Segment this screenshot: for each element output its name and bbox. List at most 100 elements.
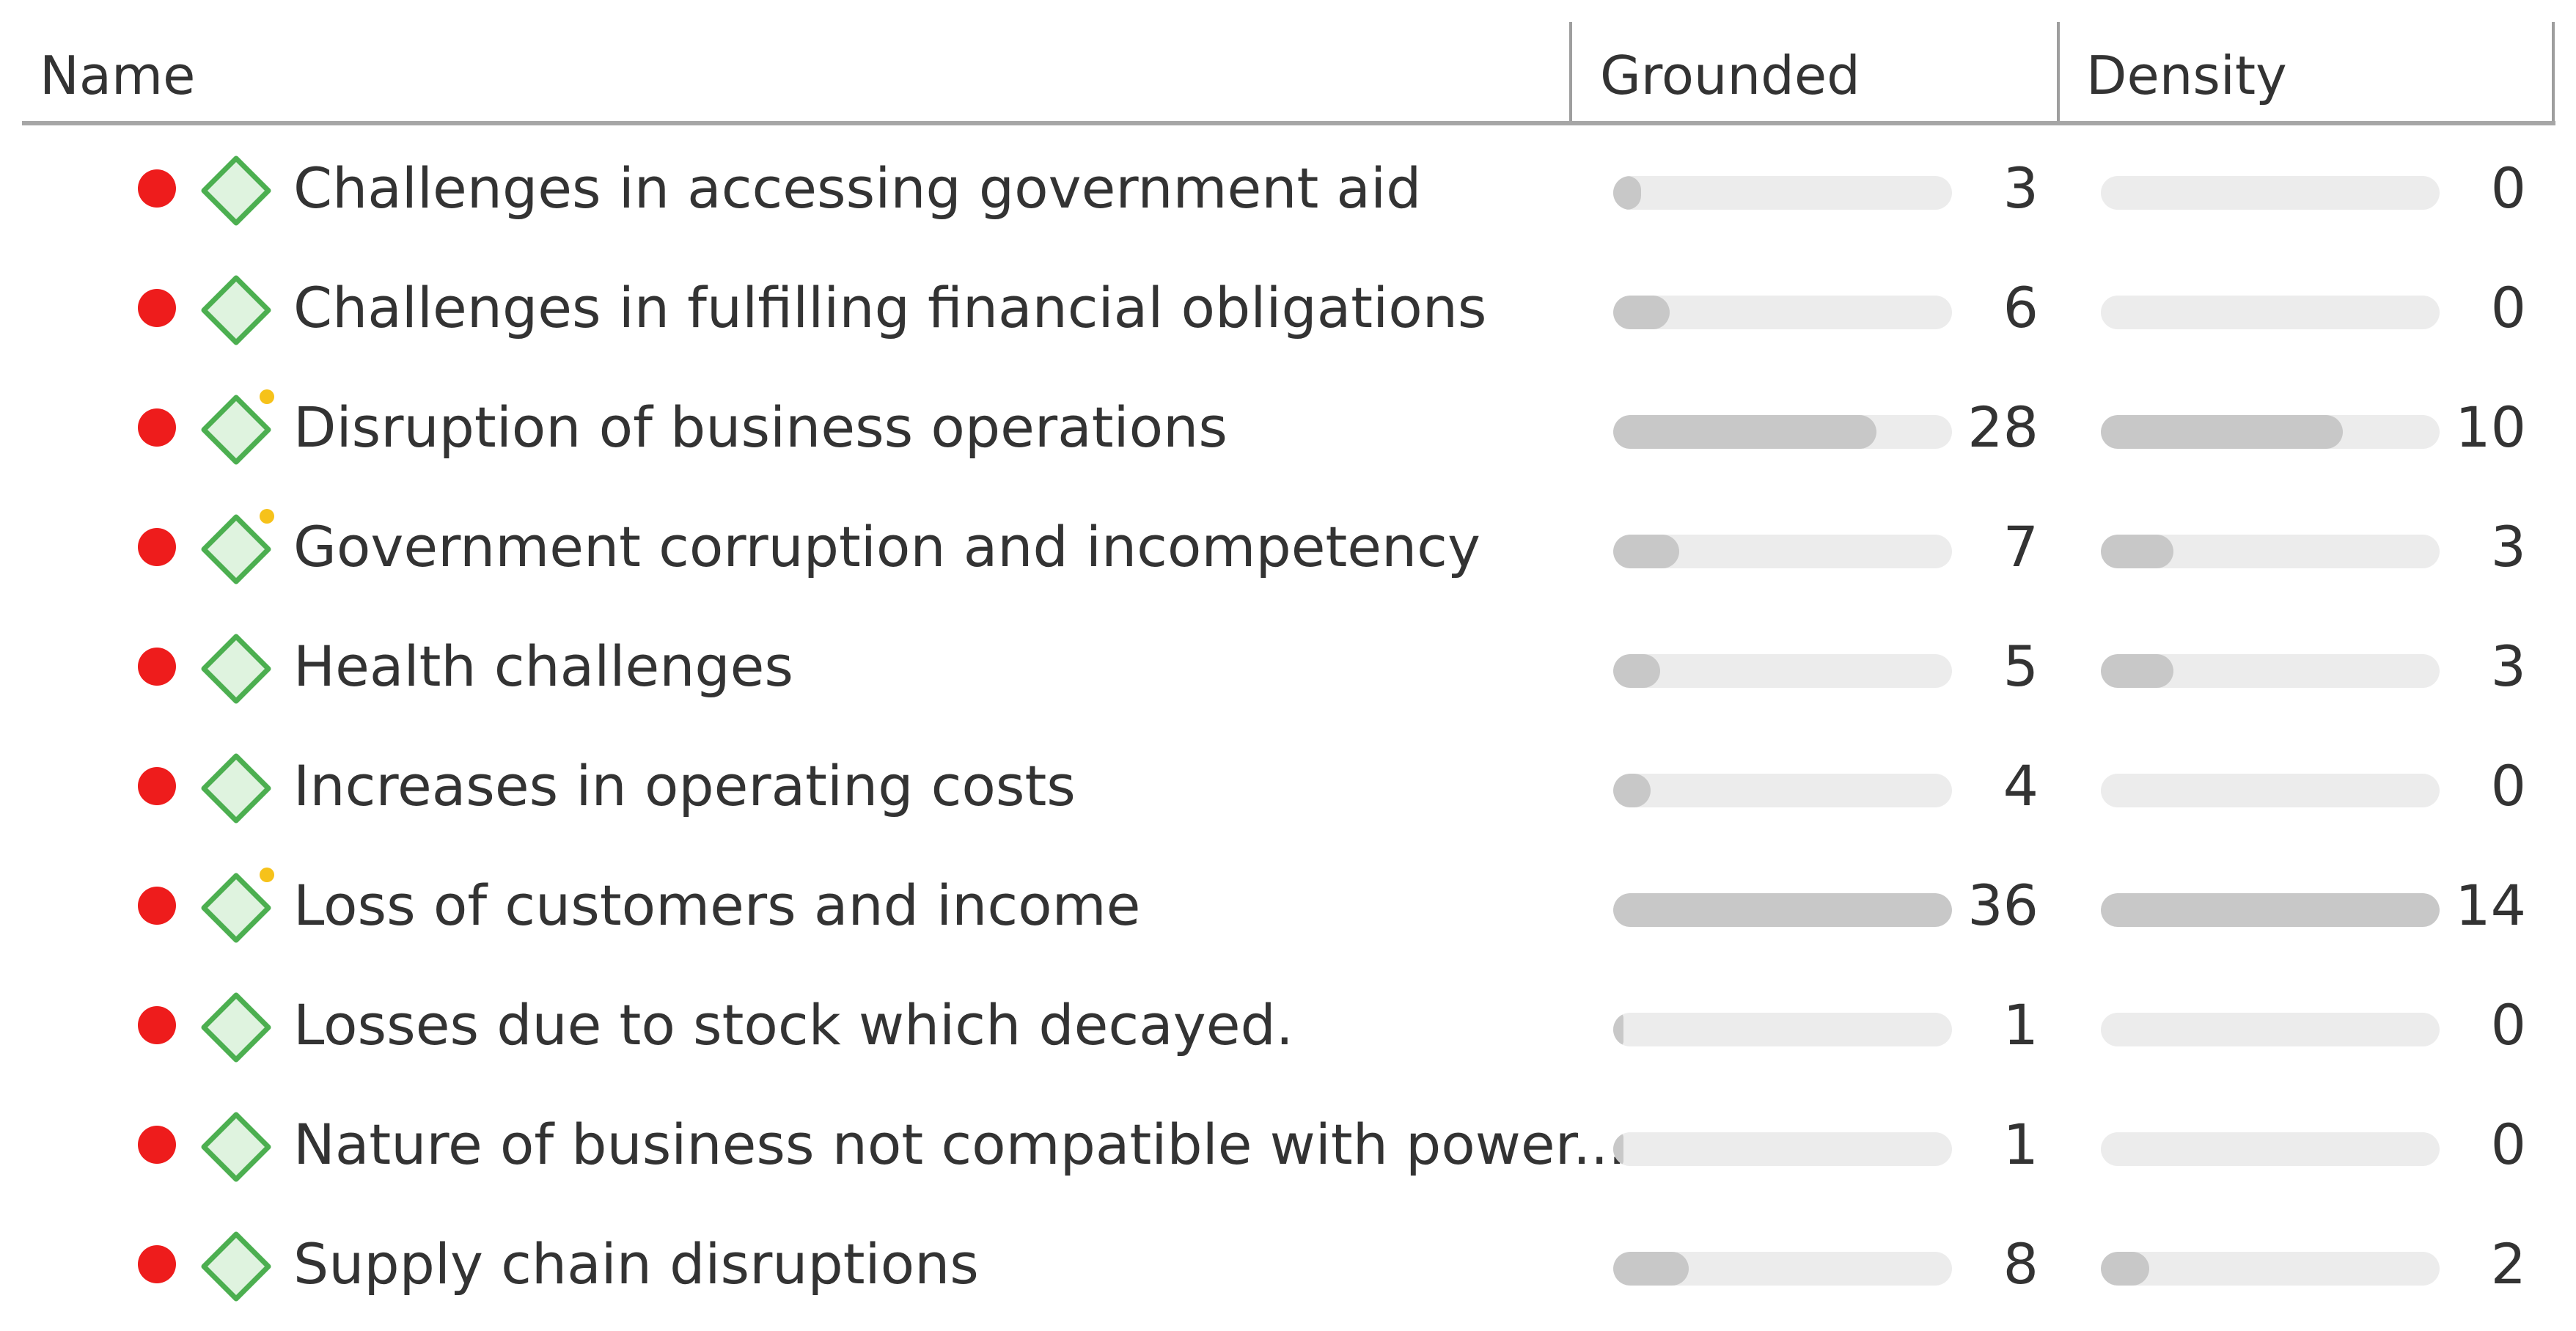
code-name: Nature of business not compatible with p… (293, 1112, 1626, 1177)
density-bar-fill (2101, 893, 2440, 927)
density-bar-fill (2101, 1252, 2149, 1286)
grounded-value: 1 (2003, 1112, 2039, 1177)
code-name: Disruption of business operations (293, 395, 1228, 460)
code-list: Challenges in accessing government aid 3 0… (0, 130, 2576, 1325)
red-dot-icon (138, 528, 176, 566)
code-diamond-icon (199, 509, 274, 586)
code-diamond-icon (199, 752, 273, 825)
code-diamond-icon (199, 154, 273, 227)
code-diamond-icon (199, 389, 274, 466)
column-separator[interactable] (2552, 22, 2555, 121)
grounded-bar (1613, 654, 1952, 688)
grounded-bar (1613, 893, 1952, 927)
red-dot-icon (138, 1006, 176, 1044)
density-value: 0 (2490, 155, 2526, 221)
code-name: Challenges in fulfilling financial oblig… (293, 275, 1487, 340)
density-bar (2101, 415, 2440, 449)
density-bar (2101, 1132, 2440, 1166)
grounded-bar-fill (1613, 296, 1670, 329)
density-value: 0 (2490, 753, 2526, 818)
red-dot-icon (138, 289, 176, 327)
density-value: 3 (2490, 514, 2526, 579)
code-name: Health challenges (293, 634, 793, 699)
grounded-value: 6 (2003, 275, 2039, 340)
comment-marker-icon (260, 389, 274, 404)
grounded-bar-fill (1613, 1013, 1623, 1046)
table-header: Name Grounded Density (22, 0, 2555, 125)
grounded-value: 7 (2003, 514, 2039, 579)
code-diamond-icon (199, 991, 273, 1064)
grounded-bar (1613, 296, 1952, 329)
density-value: 3 (2490, 634, 2526, 699)
column-separator[interactable] (1569, 22, 1572, 121)
grounded-value: 3 (2003, 155, 2039, 221)
grounded-bar-fill (1613, 1252, 1689, 1286)
column-separator[interactable] (2057, 22, 2060, 121)
table-row[interactable]: Disruption of business operations 28 10 (0, 369, 2576, 488)
density-bar (2101, 176, 2440, 210)
red-dot-icon (138, 169, 176, 208)
column-header-grounded[interactable]: Grounded (1600, 45, 1860, 106)
table-row[interactable]: Losses due to stock which decayed. 1 0 (0, 967, 2576, 1086)
table-row[interactable]: Nature of business not compatible with p… (0, 1086, 2576, 1206)
density-bar-fill (2101, 415, 2343, 449)
density-bar (2101, 893, 2440, 927)
grounded-value: 8 (2003, 1231, 2039, 1297)
code-diamond-icon (199, 274, 273, 347)
grounded-bar-fill (1613, 1132, 1623, 1166)
density-value: 0 (2490, 275, 2526, 340)
code-diamond-icon (199, 1230, 273, 1303)
grounded-bar-fill (1613, 535, 1679, 568)
density-value: 0 (2490, 1112, 2526, 1177)
red-dot-icon (138, 648, 176, 686)
density-bar (2101, 1013, 2440, 1046)
density-value: 0 (2490, 992, 2526, 1057)
grounded-value: 28 (1967, 395, 2039, 460)
column-header-name[interactable]: Name (40, 45, 196, 106)
table-row[interactable]: Increases in operating costs 4 0 (0, 727, 2576, 847)
grounded-bar (1613, 1013, 1952, 1046)
density-value: 14 (2455, 873, 2526, 938)
grounded-bar-fill (1613, 893, 1952, 927)
red-dot-icon (138, 887, 176, 925)
grounded-bar (1613, 535, 1952, 568)
code-diamond-icon (199, 632, 273, 705)
density-value: 10 (2455, 395, 2526, 460)
density-bar (2101, 296, 2440, 329)
red-dot-icon (138, 408, 176, 447)
grounded-bar-fill (1613, 654, 1661, 688)
code-name: Government corruption and incompetency (293, 514, 1480, 579)
density-bar-fill (2101, 654, 2173, 688)
grounded-bar (1613, 1252, 1952, 1286)
red-dot-icon (138, 1126, 176, 1164)
grounded-value: 5 (2003, 634, 2039, 699)
table-row[interactable]: Health challenges 5 3 (0, 608, 2576, 727)
density-value: 2 (2490, 1231, 2526, 1297)
comment-marker-icon (260, 509, 274, 524)
table-row[interactable]: Challenges in fulfilling financial oblig… (0, 249, 2576, 369)
column-header-density[interactable]: Density (2086, 45, 2287, 106)
grounded-bar (1613, 774, 1952, 807)
code-name: Challenges in accessing government aid (293, 155, 1422, 221)
grounded-value: 4 (2003, 753, 2039, 818)
code-name: Increases in operating costs (293, 753, 1076, 818)
grounded-bar (1613, 415, 1952, 449)
grounded-bar-fill (1613, 176, 1642, 210)
red-dot-icon (138, 1245, 176, 1283)
code-name: Losses due to stock which decayed. (293, 992, 1293, 1057)
density-bar-fill (2101, 535, 2173, 568)
grounded-value: 36 (1967, 873, 2039, 938)
code-diamond-icon (199, 868, 274, 945)
grounded-bar-fill (1613, 774, 1651, 807)
density-bar (2101, 535, 2440, 568)
comment-marker-icon (260, 868, 274, 882)
grounded-bar-fill (1613, 415, 1877, 449)
grounded-bar (1613, 1132, 1952, 1166)
table-row[interactable]: Challenges in accessing government aid 3 0 (0, 130, 2576, 249)
code-diamond-icon (199, 1110, 273, 1184)
density-bar (2101, 654, 2440, 688)
table-row[interactable]: Loss of customers and income 36 14 (0, 847, 2576, 967)
density-bar (2101, 1252, 2440, 1286)
table-row[interactable]: Government corruption and incompetency 7 3 (0, 488, 2576, 608)
table-row[interactable]: Supply chain disruptions 8 2 (0, 1206, 2576, 1325)
